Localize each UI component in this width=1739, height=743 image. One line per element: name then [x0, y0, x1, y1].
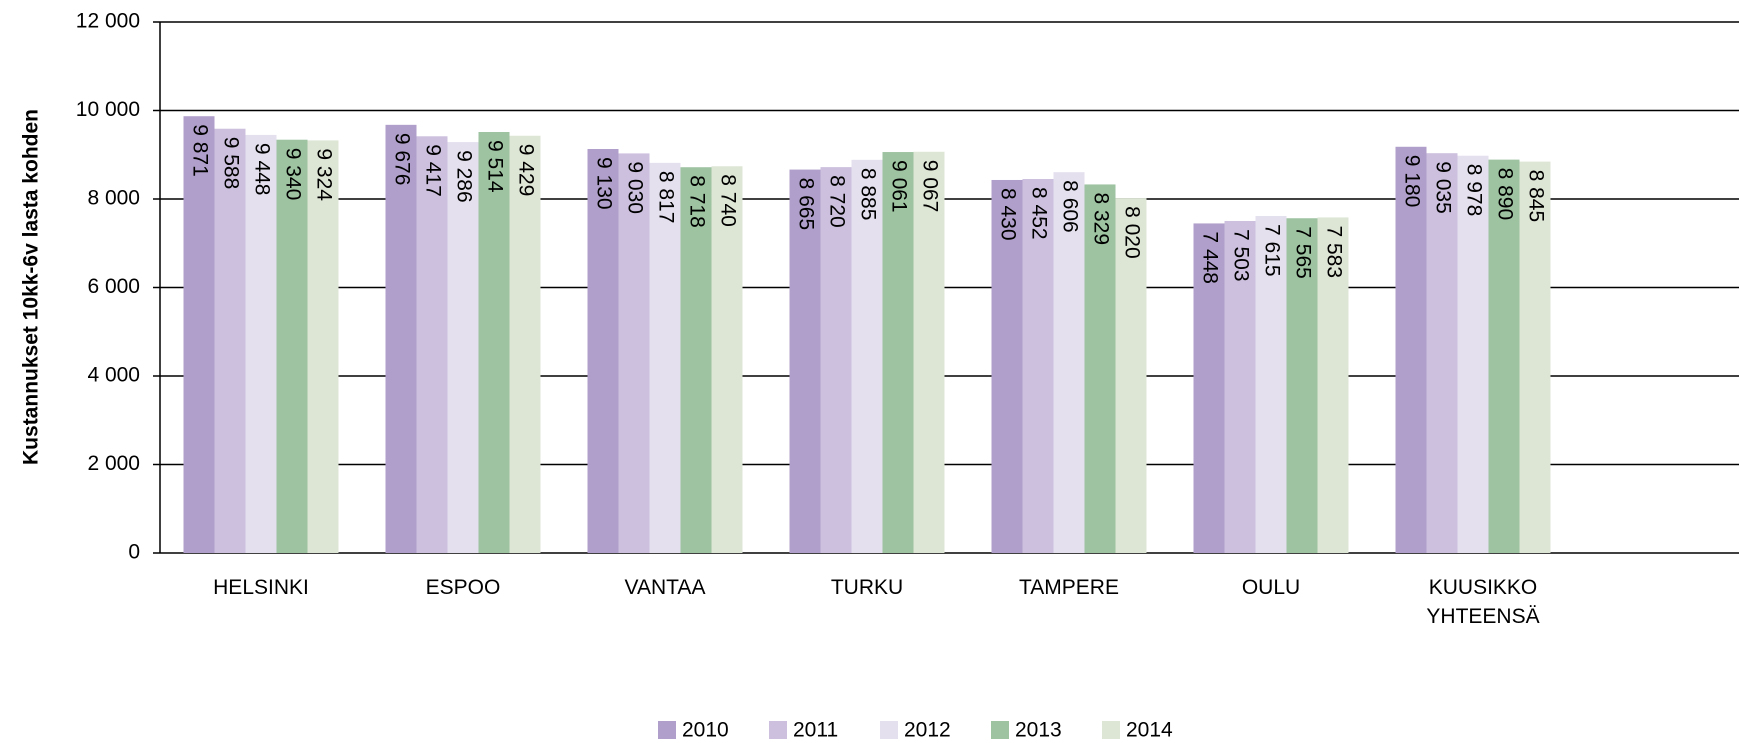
- bar: [1395, 146, 1427, 553]
- bar: [789, 169, 821, 554]
- bar: [1426, 153, 1458, 554]
- value-label: 9 588: [219, 137, 242, 190]
- value-label: 7 448: [1198, 231, 1221, 284]
- value-label: 8 740: [716, 174, 739, 227]
- bar: [1053, 172, 1085, 553]
- value-label: 8 430: [996, 188, 1019, 241]
- bar: [680, 167, 712, 553]
- value-label: 9 067: [918, 160, 941, 213]
- bar: [1457, 155, 1489, 553]
- y-tick-label: 2 000: [87, 452, 140, 475]
- y-axis-label: Kustannukset 10kk-6v lasta kohden: [20, 109, 43, 465]
- y-tick-label: 12 000: [76, 10, 140, 33]
- legend-label: 2013: [1015, 719, 1062, 742]
- legend-swatch: [991, 721, 1009, 739]
- value-label: 8 890: [1493, 168, 1516, 221]
- bar: [478, 132, 510, 553]
- bar: [1022, 178, 1054, 553]
- value-label: 9 286: [452, 150, 475, 203]
- value-label: 8 606: [1058, 180, 1081, 233]
- value-label: 8 845: [1524, 170, 1547, 223]
- bar: [649, 162, 681, 553]
- value-label: 7 503: [1229, 229, 1252, 282]
- x-tick-label: TAMPERE: [1019, 576, 1119, 599]
- value-label: 9 030: [623, 161, 646, 214]
- value-label: 8 329: [1089, 192, 1112, 245]
- value-label: 8 978: [1462, 164, 1485, 217]
- y-tick-label: 10 000: [76, 98, 140, 121]
- bar: [509, 135, 541, 553]
- bar: [991, 179, 1023, 553]
- legend-swatch: [769, 721, 787, 739]
- bar: [1084, 184, 1116, 553]
- legend-swatch: [1102, 721, 1120, 739]
- bar: [820, 167, 852, 553]
- value-label: 9 676: [390, 133, 413, 186]
- value-label: 9 429: [514, 144, 537, 197]
- legend-label: 2011: [793, 719, 838, 742]
- bar: [1488, 159, 1520, 553]
- value-label: 9 514: [483, 140, 506, 193]
- bar: [416, 136, 448, 554]
- value-label: 9 340: [281, 148, 304, 201]
- value-label: 9 871: [188, 124, 211, 177]
- x-tick-label: HELSINKI: [213, 576, 309, 599]
- bar: [1317, 217, 1349, 553]
- y-tick-label: 4 000: [87, 364, 140, 387]
- y-tick-label: 8 000: [87, 187, 140, 210]
- bar: [851, 159, 883, 553]
- value-label: 7 583: [1322, 225, 1345, 278]
- value-label: 9 061: [887, 160, 910, 213]
- value-label: 8 665: [794, 178, 817, 231]
- value-label: 9 130: [592, 157, 615, 210]
- value-label: 8 817: [654, 171, 677, 224]
- bar: [1519, 161, 1551, 553]
- value-label: 8 718: [685, 175, 708, 228]
- bar: [214, 128, 246, 553]
- bar: [1115, 198, 1147, 554]
- value-label: 8 452: [1027, 187, 1050, 240]
- legend-label: 2012: [904, 719, 951, 742]
- y-tick-label: 6 000: [87, 275, 140, 298]
- value-label: 8 720: [825, 175, 848, 228]
- value-label: 9 417: [421, 144, 444, 197]
- bar: [385, 124, 417, 553]
- bar: [447, 142, 479, 554]
- value-label: 7 615: [1260, 224, 1283, 277]
- x-tick-label: OULU: [1241, 576, 1301, 599]
- value-label: 9 180: [1400, 155, 1423, 208]
- x-tick-label: KUUSIKKO YHTEENSÄ: [1426, 576, 1540, 628]
- bar: [183, 116, 215, 553]
- value-label: 9 448: [250, 143, 273, 196]
- x-tick-label: ESPOO: [425, 576, 501, 599]
- bar: [882, 152, 914, 553]
- bar: [1255, 216, 1287, 553]
- value-label: 9 324: [312, 148, 335, 201]
- legend-label: 2010: [682, 719, 729, 742]
- legend-label: 2014: [1126, 719, 1173, 742]
- legend-swatch: [880, 721, 898, 739]
- bar: [711, 166, 743, 553]
- x-tick-label: VANTAA: [624, 576, 706, 599]
- bar: [1224, 220, 1256, 553]
- bar: [587, 148, 619, 553]
- bar: [245, 134, 277, 553]
- value-label: 8 020: [1120, 206, 1143, 259]
- legend-swatch: [658, 721, 676, 739]
- bar: [276, 139, 308, 553]
- value-label: 8 885: [856, 168, 879, 221]
- bar: [307, 140, 339, 553]
- bar: [618, 153, 650, 554]
- value-label: 9 035: [1431, 161, 1454, 214]
- value-label: 7 565: [1291, 226, 1314, 279]
- bar: [1286, 218, 1318, 553]
- x-tick-label: TURKU: [830, 576, 904, 599]
- bar: [1193, 223, 1225, 553]
- y-tick-label: 0: [128, 541, 140, 564]
- bar: [913, 151, 945, 553]
